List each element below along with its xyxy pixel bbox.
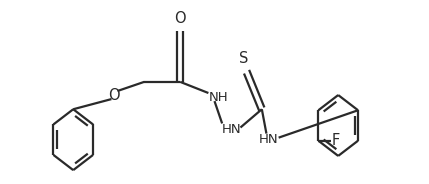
Text: F: F xyxy=(332,133,340,148)
Text: S: S xyxy=(239,51,248,66)
Text: O: O xyxy=(174,11,186,26)
Text: HN: HN xyxy=(259,133,278,146)
Text: HN: HN xyxy=(222,123,242,136)
Text: NH: NH xyxy=(208,91,228,104)
Text: O: O xyxy=(108,88,120,102)
